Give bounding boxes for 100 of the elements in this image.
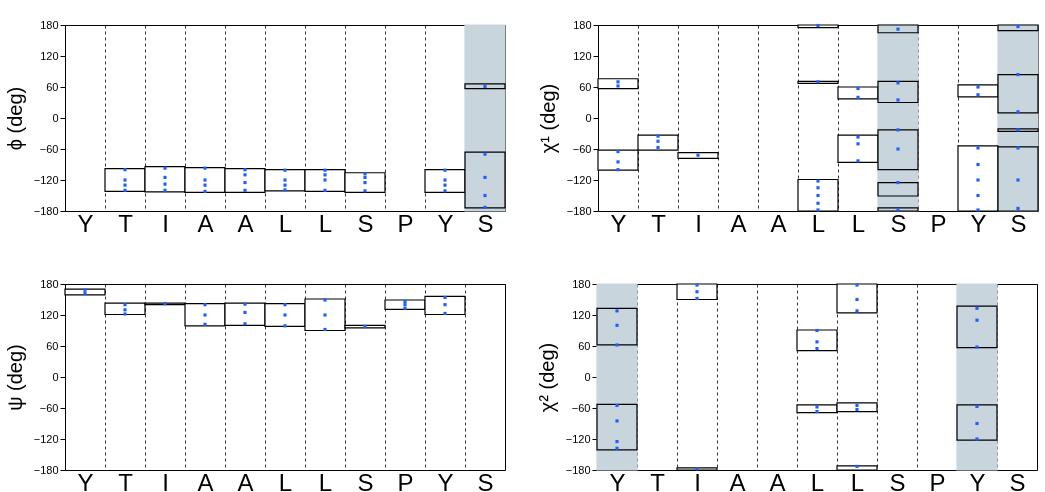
point xyxy=(483,193,487,198)
y-tick-label: −120 xyxy=(566,173,592,186)
point xyxy=(443,189,447,193)
x-tick-label: A xyxy=(237,209,254,237)
point xyxy=(656,145,660,150)
point xyxy=(616,84,620,88)
point xyxy=(975,345,979,349)
x-tick-label: L xyxy=(811,209,826,237)
point xyxy=(123,312,127,316)
y-tick-label: 0 xyxy=(585,111,592,124)
point xyxy=(1016,146,1020,150)
point xyxy=(696,153,700,157)
x-tick-label: Y xyxy=(610,209,627,237)
point xyxy=(855,464,859,468)
x-tick-label: S xyxy=(889,468,906,492)
point xyxy=(123,183,127,187)
point xyxy=(896,98,900,102)
point xyxy=(203,303,207,307)
point xyxy=(243,310,247,314)
point xyxy=(695,467,699,471)
x-tick-label: S xyxy=(1009,468,1026,492)
point xyxy=(203,189,207,193)
point xyxy=(695,283,699,287)
point xyxy=(363,172,367,176)
point xyxy=(243,173,247,177)
point xyxy=(896,181,900,185)
point xyxy=(855,407,859,412)
point xyxy=(483,205,487,209)
point xyxy=(976,193,980,198)
y-tick-label: 0 xyxy=(52,370,59,383)
point xyxy=(816,186,820,190)
y-tick-label: −60 xyxy=(571,401,591,414)
point xyxy=(616,80,620,84)
x-tick-label: A xyxy=(237,468,254,492)
x-tick-label: T xyxy=(651,209,667,237)
y-tick-label: 60 xyxy=(578,339,591,352)
point xyxy=(615,403,619,407)
x-tick-label: A xyxy=(769,468,786,492)
point xyxy=(323,327,327,332)
point xyxy=(975,437,979,441)
point xyxy=(283,183,287,187)
y-axis-title: χ² (deg) xyxy=(535,342,558,413)
point xyxy=(1016,178,1020,182)
point xyxy=(403,306,407,310)
x-tick-label: Y xyxy=(437,468,454,492)
point xyxy=(616,150,620,154)
point xyxy=(403,299,407,304)
y-tick-label: −60 xyxy=(572,142,592,155)
point xyxy=(975,421,979,426)
point xyxy=(483,84,487,89)
point xyxy=(123,303,127,307)
point xyxy=(855,309,859,313)
point xyxy=(815,405,819,409)
x-tick-label: P xyxy=(929,468,946,492)
point xyxy=(243,322,247,326)
point xyxy=(443,311,447,316)
point xyxy=(123,178,127,182)
point xyxy=(896,208,900,212)
x-tick-label: S xyxy=(890,209,907,237)
point xyxy=(855,403,859,407)
point xyxy=(975,404,979,409)
point xyxy=(975,306,979,310)
point xyxy=(976,162,980,167)
point xyxy=(123,168,127,172)
y-tick-label: −180 xyxy=(33,204,59,217)
point xyxy=(283,168,287,172)
x-tick-label: L xyxy=(278,468,293,492)
point xyxy=(816,208,820,212)
point xyxy=(1016,206,1020,210)
point xyxy=(283,313,287,317)
x-tick-label: L xyxy=(810,468,825,492)
point xyxy=(443,303,447,307)
y-tick-label: −120 xyxy=(33,173,59,186)
y-axis-title: ϕ (deg) xyxy=(3,86,26,151)
point xyxy=(1016,24,1020,29)
x-tick-label: S xyxy=(1010,209,1027,237)
point xyxy=(163,182,167,186)
point xyxy=(855,283,859,287)
x-tick-label: L xyxy=(850,468,865,492)
y-tick-label: 60 xyxy=(46,339,59,352)
x-tick-label: A xyxy=(730,209,747,237)
point xyxy=(243,188,247,192)
point xyxy=(975,318,979,322)
point xyxy=(656,134,660,138)
x-tick-label: A xyxy=(729,468,746,492)
x-tick-label: L xyxy=(318,209,333,237)
point xyxy=(203,178,207,182)
x-tick-label: I xyxy=(694,468,701,492)
point xyxy=(656,139,660,143)
x-tick-label: T xyxy=(118,468,134,492)
point xyxy=(856,159,860,163)
point xyxy=(443,295,447,300)
x-tick-label: Y xyxy=(77,209,94,237)
y-tick-label: 120 xyxy=(40,49,59,62)
y-tick-label: −60 xyxy=(39,401,59,414)
point xyxy=(615,440,619,444)
point xyxy=(123,188,127,192)
x-tick-label: S xyxy=(477,468,494,492)
point xyxy=(323,173,327,177)
point xyxy=(163,188,167,192)
